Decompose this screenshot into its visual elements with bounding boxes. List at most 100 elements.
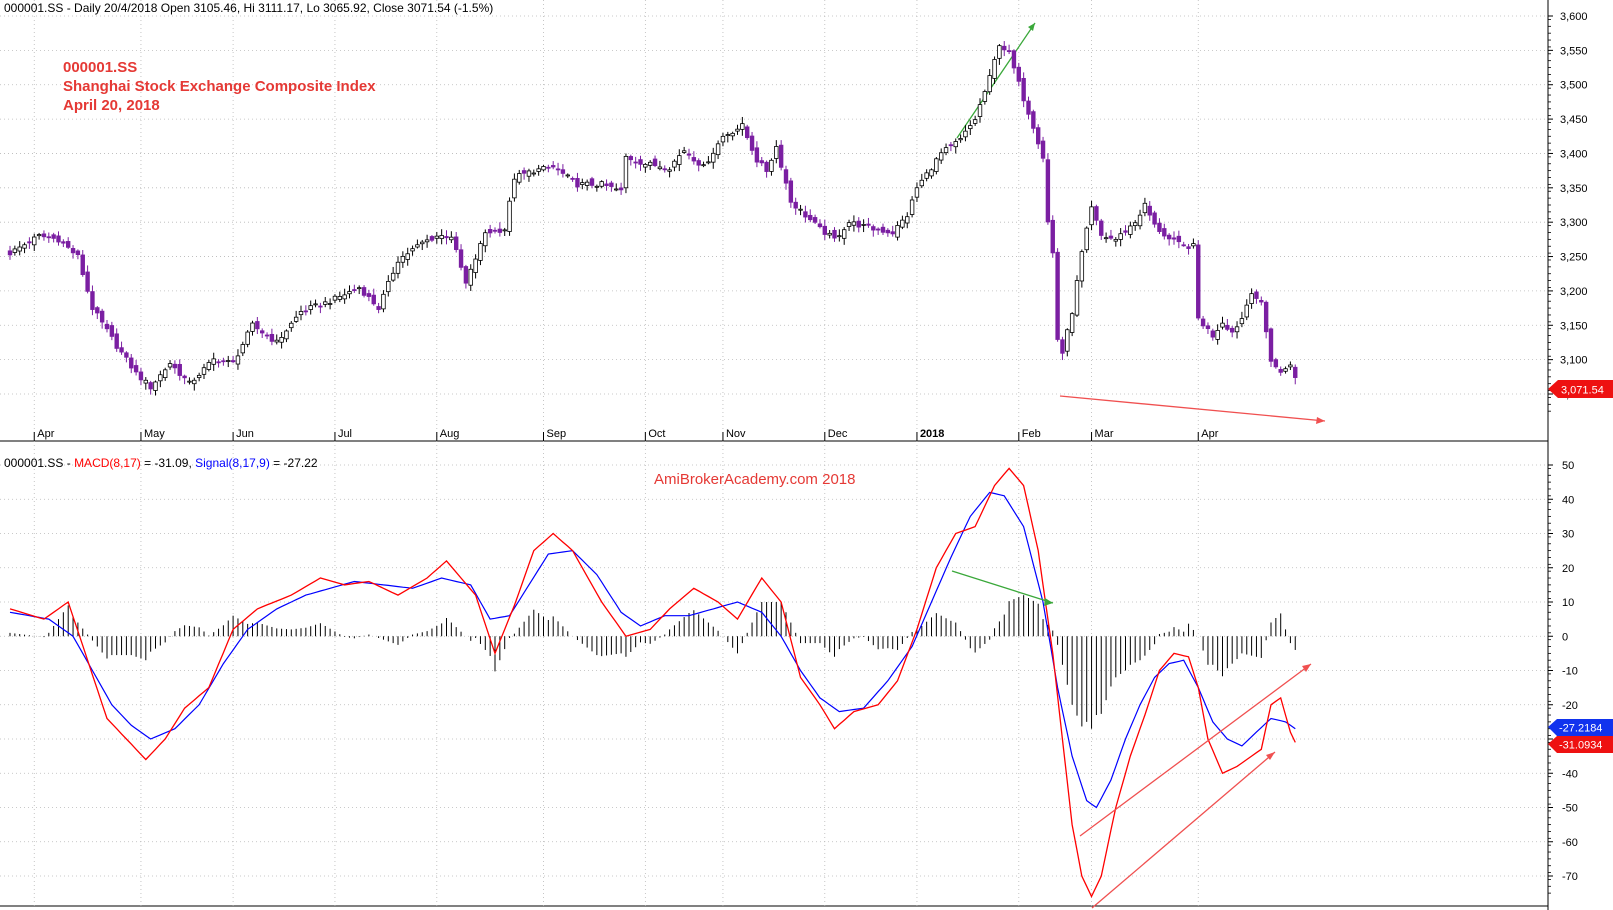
candle-body	[124, 352, 129, 358]
candle-body	[1259, 299, 1264, 303]
candle-body	[303, 310, 309, 313]
down-candle	[46, 232, 51, 243]
candle-body	[27, 241, 32, 244]
up-candle	[1113, 237, 1118, 247]
candle-body	[478, 243, 483, 261]
candle-body	[395, 261, 401, 274]
candle-body	[133, 365, 139, 373]
macd-tick-label: 0	[1562, 631, 1568, 643]
candle-body	[1133, 222, 1138, 227]
candle-body	[361, 287, 367, 296]
up-candle	[235, 349, 241, 370]
down-candle	[652, 155, 658, 168]
candle-body	[376, 306, 381, 310]
down-candle	[822, 219, 827, 241]
candle-body	[1234, 326, 1240, 333]
down-candle	[259, 328, 265, 338]
down-candle	[1210, 328, 1215, 341]
up-candle	[706, 156, 711, 165]
candle-body	[216, 361, 221, 364]
up-candle	[323, 296, 328, 308]
candle-body	[32, 236, 37, 246]
down-candle	[1002, 41, 1007, 57]
candle-body	[143, 379, 148, 384]
down-candle	[521, 167, 527, 180]
candle-body	[541, 166, 546, 171]
up-candle	[473, 254, 478, 279]
down-candle	[1166, 233, 1172, 246]
down-candle	[463, 264, 469, 289]
candle-body	[187, 380, 192, 383]
down-candle	[95, 306, 100, 320]
candle-body	[822, 225, 827, 235]
candle-body	[196, 374, 202, 379]
down-candle	[686, 148, 692, 160]
candle-body	[652, 158, 658, 167]
up-candle	[386, 275, 391, 297]
candle-body	[80, 254, 85, 276]
down-candle	[560, 164, 566, 178]
candle-body	[1084, 227, 1089, 251]
down-candle	[1094, 204, 1099, 226]
candle-body	[948, 144, 954, 147]
down-candle	[172, 360, 178, 374]
candle-body	[774, 146, 779, 159]
up-candle	[1142, 197, 1148, 217]
candle-body	[905, 216, 910, 224]
down-candle	[269, 328, 275, 346]
up-candle	[342, 288, 347, 304]
candle-body	[1016, 66, 1021, 82]
candle-body	[895, 225, 900, 238]
candle-body	[1142, 202, 1148, 214]
candle-body	[332, 295, 338, 301]
candle-body	[735, 128, 740, 132]
candle-body	[696, 160, 701, 166]
candle-body	[1026, 100, 1031, 115]
candle-body	[909, 199, 915, 215]
down-candle	[255, 316, 260, 335]
candle-body	[531, 172, 536, 175]
up-candle	[1215, 324, 1220, 345]
down-candle	[803, 205, 808, 223]
price-tick-label: 3,400	[1560, 148, 1588, 160]
price-tick-label: 3,600	[1560, 11, 1588, 23]
down-candle	[793, 197, 798, 215]
date-tick-label: Aug	[440, 428, 460, 440]
candle-body	[730, 132, 735, 137]
down-candle	[745, 124, 750, 140]
candle-body	[715, 143, 721, 156]
candle-body	[51, 234, 56, 239]
candle-body	[812, 217, 818, 223]
up-candle	[308, 300, 313, 315]
candle-body	[46, 236, 51, 239]
down-candle	[866, 217, 871, 228]
up-candle	[439, 229, 444, 245]
candle-body	[1099, 220, 1104, 236]
up-candle	[167, 360, 173, 370]
candle-body	[221, 360, 226, 363]
candle-body	[662, 168, 667, 171]
price-tick-label: 3,150	[1560, 320, 1588, 332]
down-candle	[575, 172, 580, 192]
down-candle	[1293, 364, 1298, 385]
candle-body	[793, 201, 798, 209]
candle-body	[323, 301, 328, 305]
candle-body	[827, 232, 832, 236]
candle-body	[924, 172, 929, 179]
up-candle	[405, 247, 410, 266]
up-candle	[158, 370, 163, 388]
candle-body	[1094, 206, 1099, 221]
candle-body	[1196, 244, 1201, 319]
candle-body	[449, 236, 454, 241]
down-candle	[70, 245, 76, 259]
up-candle	[478, 240, 483, 266]
candle-body	[415, 244, 420, 248]
up-candle	[187, 377, 192, 385]
candle-body	[526, 170, 532, 177]
candle-body	[1244, 304, 1249, 318]
candle-body	[1176, 235, 1182, 243]
candle-body	[206, 362, 212, 370]
candle-body	[201, 367, 207, 375]
candle-body	[12, 248, 18, 253]
